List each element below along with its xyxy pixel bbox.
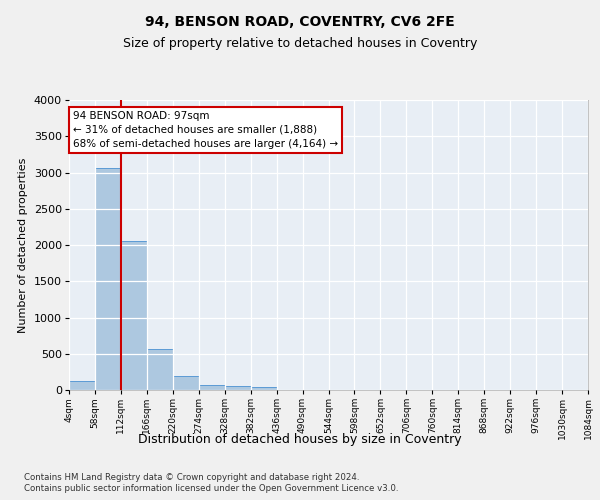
Y-axis label: Number of detached properties: Number of detached properties <box>19 158 28 332</box>
Text: 94 BENSON ROAD: 97sqm
← 31% of detached houses are smaller (1,888)
68% of semi-d: 94 BENSON ROAD: 97sqm ← 31% of detached … <box>73 111 338 149</box>
Text: Size of property relative to detached houses in Coventry: Size of property relative to detached ho… <box>123 38 477 51</box>
Bar <box>199 384 224 390</box>
Bar <box>147 350 173 390</box>
Bar <box>225 386 251 390</box>
Bar <box>95 168 121 390</box>
Text: Contains HM Land Registry data © Crown copyright and database right 2024.: Contains HM Land Registry data © Crown c… <box>24 472 359 482</box>
Bar <box>69 380 95 390</box>
Text: Contains public sector information licensed under the Open Government Licence v3: Contains public sector information licen… <box>24 484 398 493</box>
Bar <box>173 376 199 390</box>
Bar <box>121 240 147 390</box>
Text: 94, BENSON ROAD, COVENTRY, CV6 2FE: 94, BENSON ROAD, COVENTRY, CV6 2FE <box>145 15 455 29</box>
Text: Distribution of detached houses by size in Coventry: Distribution of detached houses by size … <box>138 432 462 446</box>
Bar <box>251 388 277 390</box>
